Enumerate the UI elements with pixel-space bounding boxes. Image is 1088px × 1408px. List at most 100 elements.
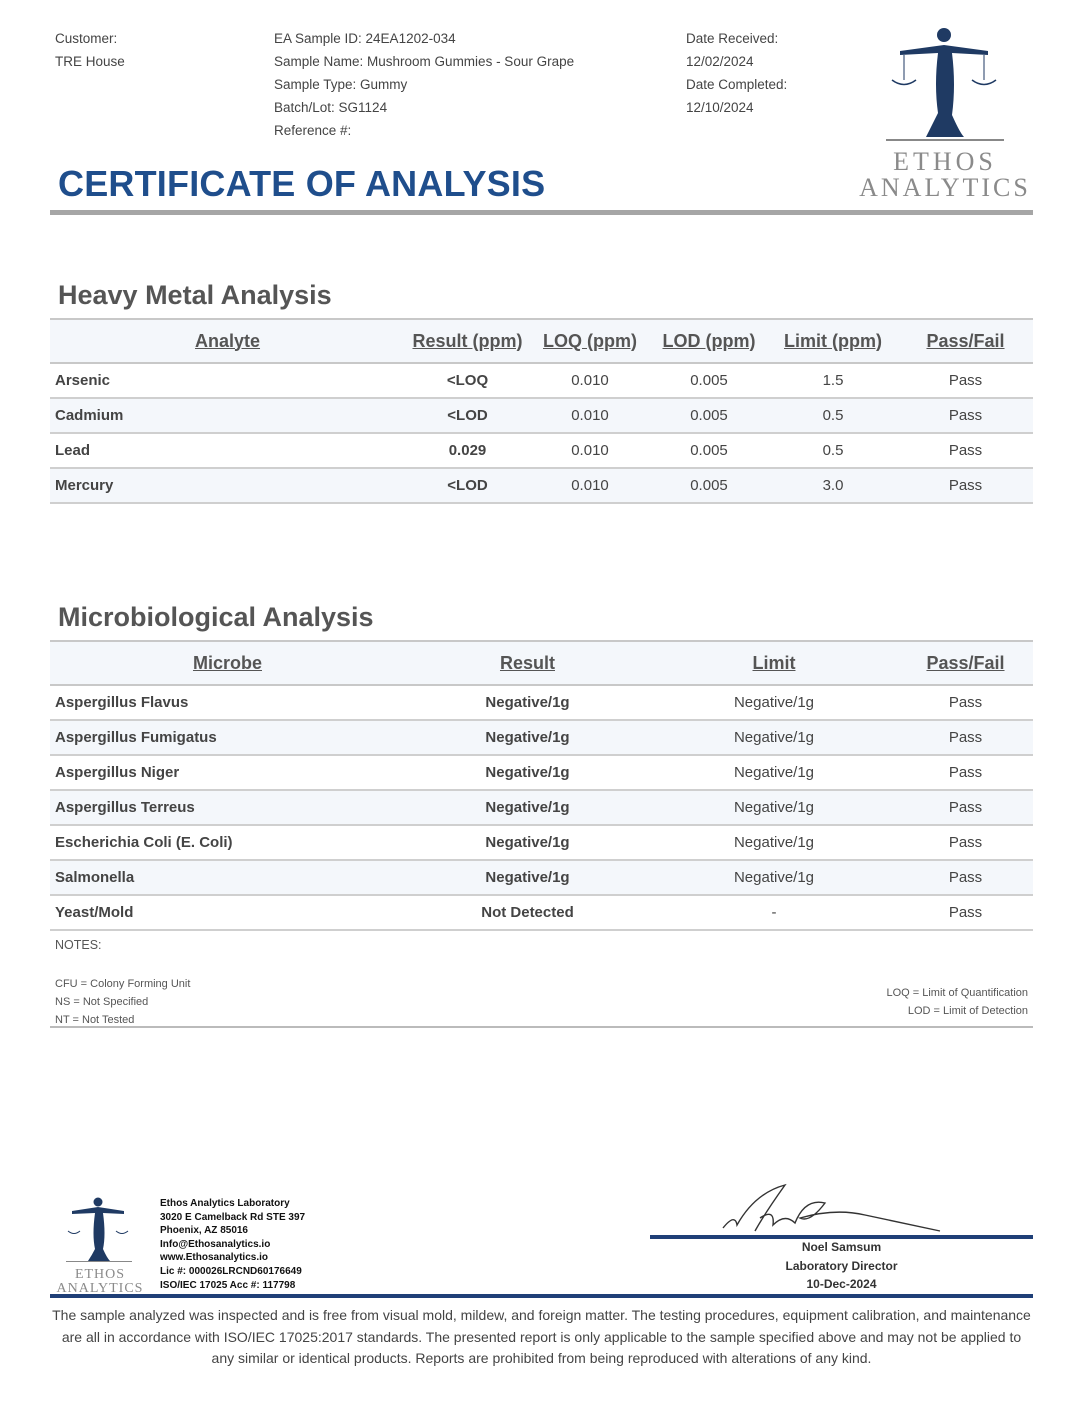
row-cell: Negative/1g xyxy=(405,685,650,721)
row-cell: 0.005 xyxy=(650,398,768,434)
logo-text-ethos: ETHOS xyxy=(74,1267,126,1282)
lab-info-line: Info@Ethosanalytics.io xyxy=(160,1238,271,1250)
table-row: Aspergillus Flavus Negative/1g Negative/1g… xyxy=(50,685,1033,721)
microbio-table: Microbe Result Limit Pass/Fail Aspergill… xyxy=(50,640,1033,931)
footer-divider xyxy=(50,1294,1033,1298)
col-microbe: Microbe xyxy=(50,640,405,686)
table-row: Aspergillus Niger Negative/1g Negative/1g P… xyxy=(50,755,1033,791)
lab-info-line: Phoenix, AZ 85016 xyxy=(160,1225,248,1237)
row-cell: 0.010 xyxy=(530,363,650,399)
row-cell: Negative/1g xyxy=(650,825,898,861)
col-result: Result xyxy=(405,640,650,686)
row-cell: Pass xyxy=(898,363,1033,399)
row-cell: Not Detected xyxy=(405,895,650,931)
lab-info-line: Lic #: 000026LRCND60176649 xyxy=(160,1265,302,1277)
row-cell: <LOQ xyxy=(405,363,530,399)
row-name: Yeast/Mold xyxy=(50,895,405,931)
date-completed-label: Date Completed: xyxy=(686,77,788,92)
customer-name: TRE House xyxy=(55,54,125,69)
col-result: Result (ppm) xyxy=(405,318,530,364)
row-cell: Negative/1g xyxy=(405,720,650,756)
note-loq: LOQ = Limit of Quantification xyxy=(886,987,1028,999)
col-lod: LOD (ppm) xyxy=(650,318,768,364)
title-divider xyxy=(50,210,1033,215)
customer-block: Customer: TRE House xyxy=(55,27,125,73)
notes-label: NOTES: xyxy=(55,938,102,952)
row-cell: Negative/1g xyxy=(650,860,898,896)
col-limit: Limit xyxy=(650,640,898,686)
row-cell: <LOD xyxy=(405,398,530,434)
row-cell: 0.5 xyxy=(768,433,898,469)
row-cell: - xyxy=(650,895,898,931)
lab-info-line: www.Ethosanalytics.io xyxy=(160,1252,268,1264)
table-row: Salmonella Negative/1g Negative/1g Pass xyxy=(50,860,1033,896)
row-name: Lead xyxy=(50,433,405,469)
row-cell: Pass xyxy=(898,790,1033,826)
disclaimer: The sample analyzed was inspected and is… xyxy=(52,1307,1031,1366)
date-received-label: Date Received: xyxy=(686,31,779,46)
signature-line xyxy=(650,1235,1033,1239)
row-name: Aspergillus Niger xyxy=(50,755,405,791)
table-row: Aspergillus Fumigatus Negative/1g Negative… xyxy=(50,720,1033,756)
lab-info-line: Ethos Analytics Laboratory xyxy=(160,1198,290,1209)
lab-info: Ethos Analytics Laboratory 3020 E Camelba… xyxy=(160,1197,305,1292)
row-name: Aspergillus Fumigatus xyxy=(50,720,405,756)
table-header-row: Analyte Result (ppm) LOQ (ppm) LOD (ppm)… xyxy=(50,318,1033,364)
table-row: Mercury <LOD 0.010 0.005 3.0 Pass xyxy=(50,468,1033,504)
customer-label: Customer: xyxy=(55,31,118,46)
row-cell: 0.005 xyxy=(650,363,768,399)
signature xyxy=(722,1183,941,1232)
logo-text-analytics: ANALYTICS xyxy=(56,1281,144,1296)
footer-logo: ETHOS ANALYTICS xyxy=(50,1195,150,1296)
row-cell: 0.005 xyxy=(650,433,768,469)
notes-right: LOQ = Limit of Quantification LOD = Limi… xyxy=(886,984,1028,1020)
row-cell: 3.0 xyxy=(768,468,898,504)
row-cell: 0.010 xyxy=(530,398,650,434)
row-cell: Negative/1g xyxy=(405,860,650,896)
heavy-metal-title: Heavy Metal Analysis xyxy=(58,280,332,310)
notes-left: CFU = Colony Forming Unit NS = Not Speci… xyxy=(55,975,190,1029)
table-header-row: Microbe Result Limit Pass/Fail xyxy=(50,640,1033,686)
row-cell: Pass xyxy=(898,685,1033,721)
table-row: Yeast/Mold Not Detected - Pass xyxy=(50,895,1033,931)
note-cfu: CFU = Colony Forming Unit xyxy=(55,978,191,990)
table-row: Escherichia Coli (E. Coli) Negative/1g Neg… xyxy=(50,825,1033,861)
signer-name: Noel Samsum xyxy=(801,1240,882,1254)
col-loq: LOQ (ppm) xyxy=(530,318,650,364)
table-row: Cadmium <LOD 0.010 0.005 0.5 Pass xyxy=(50,398,1033,434)
row-cell: Negative/1g xyxy=(405,755,650,791)
heavy-metal-table: Analyte Result (ppm) LOQ (ppm) LOD (ppm)… xyxy=(50,318,1033,504)
lady-justice-icon xyxy=(886,28,1004,141)
sample-type: Sample Type: Gummy xyxy=(274,77,408,92)
date-received: 12/02/2024 xyxy=(686,54,754,69)
row-name: Arsenic xyxy=(50,363,405,399)
microbio-title: Microbiological Analysis xyxy=(58,602,374,632)
col-pass-fail: Pass/Fail xyxy=(898,640,1033,686)
row-cell: Negative/1g xyxy=(650,720,898,756)
table-row: Lead 0.029 0.010 0.005 0.5 Pass xyxy=(50,433,1033,469)
row-cell: Pass xyxy=(898,825,1033,861)
logo-text-ethos: ETHOS xyxy=(893,147,997,176)
lab-info-line: ISO/IEC 17025 Acc #: 117798 xyxy=(160,1279,296,1291)
note-ns: NS = Not Specified xyxy=(55,996,149,1008)
row-cell: 0.010 xyxy=(530,468,650,504)
row-cell: Pass xyxy=(898,398,1033,434)
row-name: Aspergillus Terreus xyxy=(50,790,405,826)
row-name: Mercury xyxy=(50,468,405,504)
row-name: Cadmium xyxy=(50,398,405,434)
row-name: Aspergillus Flavus xyxy=(50,685,405,721)
row-cell: Negative/1g xyxy=(405,790,650,826)
row-cell: Pass xyxy=(898,860,1033,896)
sample-name: Sample Name: Mushroom Gummies - Sour Gra… xyxy=(274,54,575,69)
row-cell: Pass xyxy=(898,895,1033,931)
batch-lot: Batch/Lot: SG1124 xyxy=(274,100,388,115)
col-analyte: Analyte xyxy=(50,318,405,364)
row-cell: Pass xyxy=(898,468,1033,504)
row-name: Escherichia Coli (E. Coli) xyxy=(50,825,405,861)
page-title: CERTIFICATE OF ANALYSIS xyxy=(58,163,546,204)
row-cell: <LOD xyxy=(405,468,530,504)
note-nt: NT = Not Tested xyxy=(55,1014,135,1026)
row-cell: Negative/1g xyxy=(650,685,898,721)
row-cell: Pass xyxy=(898,755,1033,791)
